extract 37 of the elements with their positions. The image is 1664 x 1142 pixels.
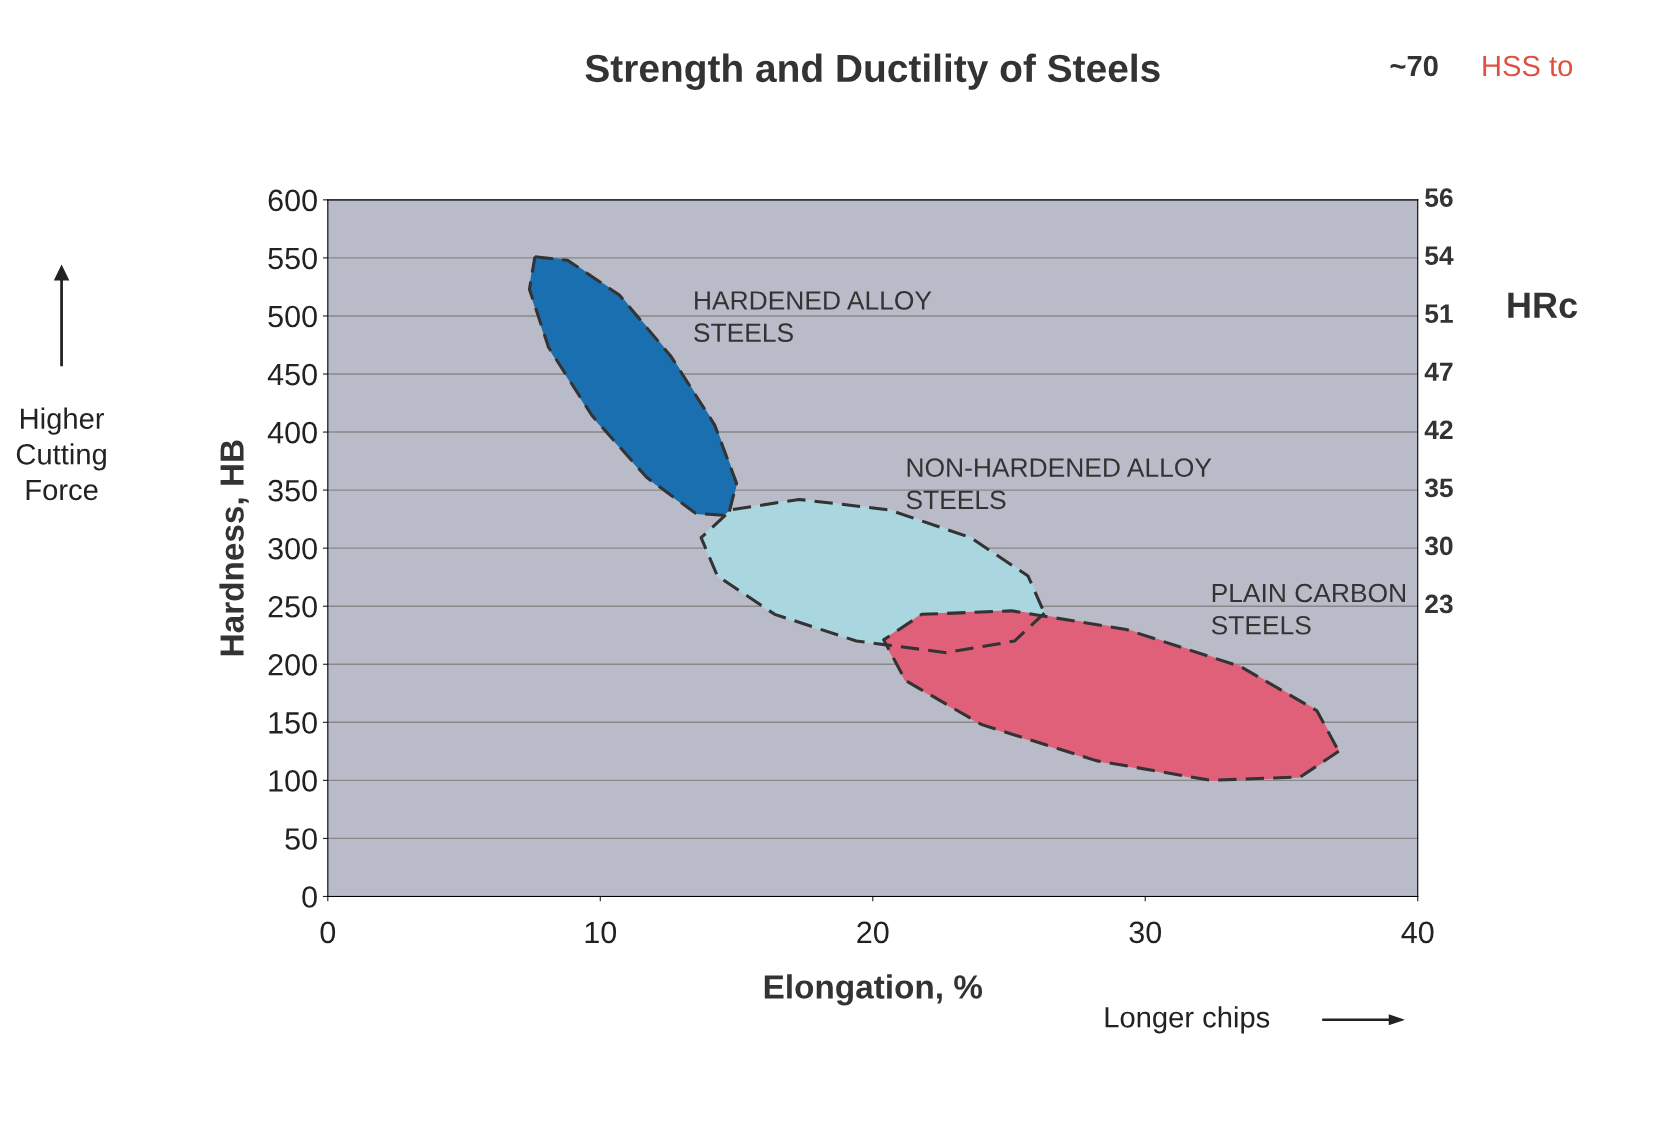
text: 35 <box>1424 478 1453 498</box>
x-tick-label: 10 <box>585 921 617 944</box>
y-tick-label: 450 <box>267 363 317 386</box>
y-axis-title: Hardness, HB <box>219 440 249 656</box>
text: ~70 <box>1390 55 1438 77</box>
text: 54 <box>1425 246 1454 265</box>
annotation: PLAIN CARBON STEELS <box>1211 583 1405 635</box>
text: 23 <box>1425 594 1453 614</box>
x-tick-label: 0 <box>320 921 336 944</box>
y-tick-label: 500 <box>268 305 317 328</box>
y-tick-label: 250 <box>268 595 317 618</box>
text: Higher Cutting Force <box>16 407 106 501</box>
y-tick-label: 300 <box>268 537 317 560</box>
y-tick-label: 350 <box>268 479 317 502</box>
y-tick-label: 0 <box>302 886 317 908</box>
y-tick-label: 50 <box>285 828 317 850</box>
x-tick-label: 20 <box>857 921 889 944</box>
text: 47 <box>1424 362 1453 381</box>
chart-title: Strength and Ductility of Steels <box>585 53 1160 91</box>
text: 51 <box>1425 304 1453 324</box>
x-tick-label: 40 <box>1401 921 1434 944</box>
y-tick-label: 150 <box>269 712 317 734</box>
annotation: NON-HARDENED ALLOY STEELS <box>906 458 1212 510</box>
y-tick-label: 600 <box>268 189 317 212</box>
text: 30 <box>1424 536 1453 556</box>
text: 42 <box>1424 420 1453 439</box>
text: 56 <box>1425 188 1453 207</box>
x-axis-title: Elongation, % <box>764 974 983 1006</box>
text: Longer chips <box>1105 1006 1270 1034</box>
y-tick-label: 200 <box>268 654 317 676</box>
y2-axis-title: HRc <box>1508 292 1578 319</box>
y-tick-label: 400 <box>267 421 317 444</box>
x-tick-label: 30 <box>1129 921 1162 944</box>
y-tick-label: 100 <box>269 770 317 792</box>
annotation: HARDENED ALLOY STEELS <box>694 291 932 343</box>
text: HSS to <box>1483 55 1573 77</box>
y-tick-label: 550 <box>268 247 317 270</box>
